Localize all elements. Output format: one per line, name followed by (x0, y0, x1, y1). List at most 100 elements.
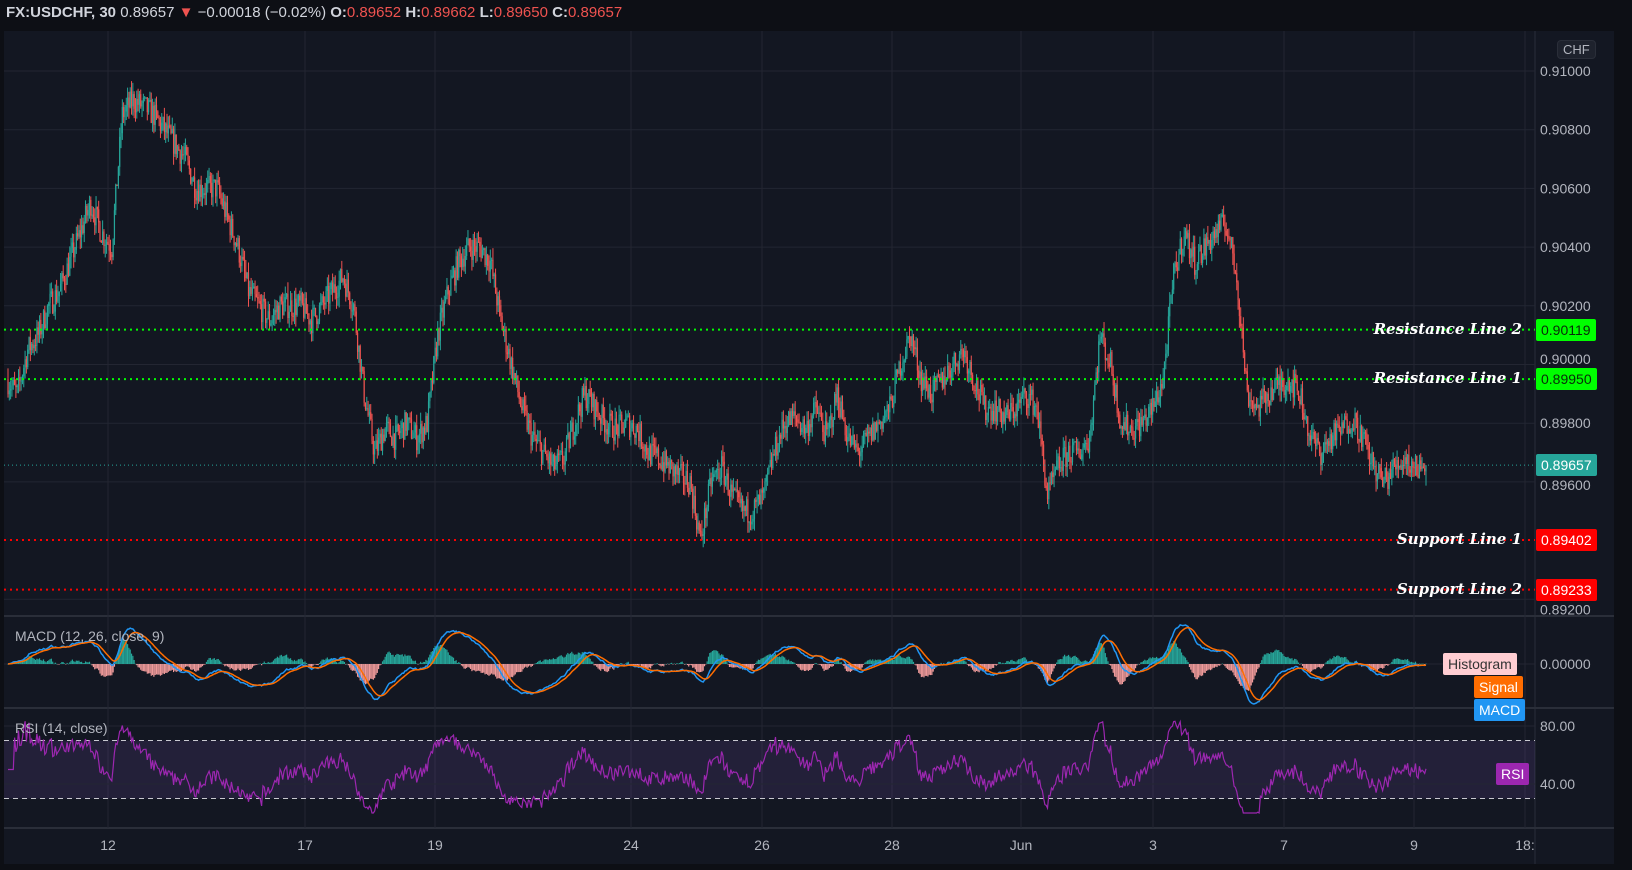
candle-body (1355, 413, 1357, 418)
macd-histogram-bar (1179, 648, 1181, 664)
candle-body (518, 392, 520, 399)
candle-body (543, 444, 545, 451)
candle-body (371, 418, 373, 441)
candle-body (1140, 417, 1142, 437)
macd-histogram-bar (1250, 664, 1252, 686)
macd-histogram-bar (279, 655, 281, 664)
macd-histogram-bar (1254, 664, 1256, 676)
macd-histogram-bar (270, 662, 272, 664)
candle-body (1209, 239, 1212, 251)
candle-body (79, 230, 81, 238)
currency-button[interactable]: CHF (1557, 40, 1596, 59)
macd-histogram-bar (1103, 647, 1105, 664)
macd-histogram-bar (1024, 657, 1026, 664)
macd-histogram-bar (358, 664, 360, 678)
candle-body (1245, 371, 1247, 373)
candle-body (50, 291, 52, 294)
macd-histogram-bar (995, 664, 997, 666)
macd-histogram-bar (404, 654, 406, 664)
candle-body (720, 456, 723, 478)
candle-body (1158, 397, 1160, 403)
candle-body (1049, 482, 1051, 484)
macd-histogram-bar (548, 659, 551, 664)
candle-body (932, 379, 934, 403)
candle-body (1082, 447, 1084, 455)
macd-histogram-bar (69, 662, 71, 664)
candle-body (793, 411, 795, 416)
candle-body (692, 488, 694, 509)
candle-body (790, 411, 792, 426)
macd-histogram-bar (681, 661, 683, 664)
macd-histogram-bar (1262, 656, 1264, 664)
candle-body (573, 436, 576, 440)
candle-body (1318, 442, 1321, 454)
candle-body (1169, 303, 1171, 317)
macd-histogram-bar (1006, 661, 1008, 664)
candle-body (1166, 349, 1168, 354)
rsi-line (8, 719, 1427, 815)
macd-histogram-bar (381, 661, 384, 664)
macd-histogram-bar (778, 656, 781, 664)
macd-histogram-bar (699, 664, 702, 673)
macd-histogram-bar (535, 662, 537, 664)
macd-histogram-bar (508, 664, 510, 679)
candle-body (447, 286, 449, 295)
candle-body (125, 105, 127, 112)
macd-histogram-bar (1137, 663, 1139, 665)
macd-histogram-bar (1296, 660, 1298, 664)
macd-histogram-bar (621, 663, 623, 664)
candle-body (1395, 464, 1397, 470)
candle-body (522, 399, 524, 411)
macd-histogram-bar (1350, 662, 1352, 664)
candle-body (1238, 299, 1240, 317)
candle-body (316, 315, 318, 324)
macd-histogram-bar (644, 664, 646, 668)
macd-histogram-bar (656, 663, 658, 664)
macd-histogram-bar (530, 664, 532, 668)
macd-histogram-bar (480, 664, 482, 673)
candle-body (1330, 434, 1332, 450)
macd-histogram-bar (1175, 643, 1177, 664)
macd-histogram-bar (417, 664, 419, 665)
candle-body (216, 180, 218, 197)
candle-body (1315, 439, 1317, 447)
candle-body (1417, 475, 1419, 478)
candle-body (715, 470, 717, 473)
macd-histogram-bar (858, 664, 861, 670)
macd-histogram-bar (824, 664, 827, 670)
candle-body (747, 499, 749, 523)
macd-histogram-bar (1326, 660, 1329, 664)
macd-histogram-bar (1180, 652, 1183, 664)
candle-body (931, 399, 933, 403)
candle-body (887, 405, 890, 413)
time-tick-label: 19 (427, 837, 443, 853)
macd-histogram-bar (979, 664, 982, 671)
macd-histogram-bar (973, 664, 975, 672)
candle-body (343, 278, 346, 284)
candle-body (1393, 459, 1396, 465)
candle-body (426, 416, 428, 432)
candle-body (845, 435, 848, 442)
macd-histogram-bar (1392, 659, 1394, 664)
candle-body (1000, 412, 1003, 425)
candle-body (1363, 432, 1365, 434)
macd-histogram-bar (296, 660, 298, 664)
macd-histogram-bar (53, 663, 55, 665)
candle-body (1287, 379, 1289, 386)
candle-body (924, 376, 926, 389)
macd-histogram-bar (711, 650, 714, 664)
macd-histogram-bar (856, 664, 858, 670)
macd-histogram-bar (151, 664, 154, 676)
macd-histogram-bar (806, 664, 808, 670)
macd-histogram-bar (201, 664, 204, 667)
candle-body (710, 478, 712, 487)
macd-histogram-bar (663, 664, 665, 667)
macd-histogram-bar (7, 664, 9, 665)
macd-histogram-bar (801, 664, 803, 671)
candle-body (363, 371, 365, 403)
macd-histogram-bar (282, 656, 284, 664)
candle-body (656, 448, 658, 454)
candle-body (337, 296, 339, 298)
macd-histogram-bar (577, 652, 579, 664)
